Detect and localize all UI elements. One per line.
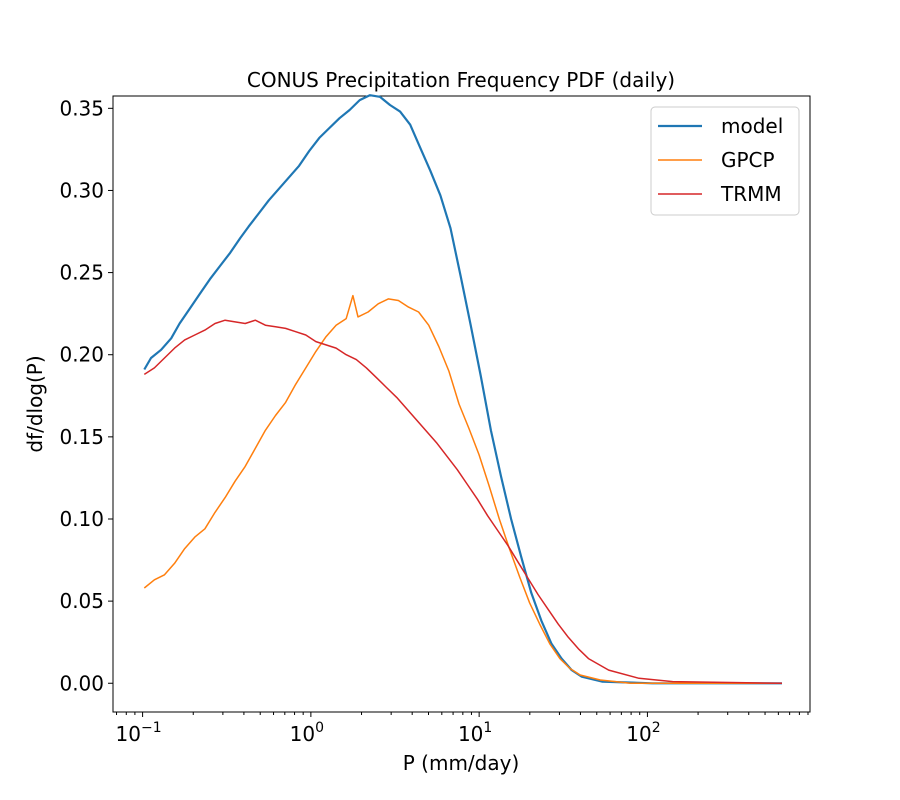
y-tick-label: 0.15 — [59, 425, 104, 449]
series-lines — [143, 94, 783, 685]
x-tick-label: 100 — [290, 720, 324, 746]
y-tick-label: 0.20 — [59, 343, 104, 367]
x-axis-label: P (mm/day) — [403, 751, 520, 775]
series-line-trmm — [143, 319, 783, 685]
x-tick-label: 102 — [626, 720, 660, 746]
legend-box — [650, 106, 800, 216]
y-tick-label: 0.30 — [59, 178, 104, 202]
x-tick-label: 101 — [458, 720, 492, 746]
y-tick-label: 0.00 — [59, 671, 104, 695]
legend-label-model: model — [721, 114, 783, 138]
series-line-gpcp — [143, 294, 782, 685]
legend-label-trmm: TRMM — [720, 182, 782, 206]
x-tick-label: 10−1 — [116, 720, 162, 746]
series-line-model — [143, 94, 782, 685]
x-axis-ticks: 10−1 100 101 102 — [116, 712, 809, 746]
y-tick-label: 0.05 — [59, 589, 104, 613]
y-tick-label: 0.25 — [59, 261, 104, 285]
y-tick-label: 0.35 — [59, 96, 104, 120]
y-axis-label: df/dlog(P) — [23, 355, 47, 452]
legend: model GPCP TRMM — [650, 106, 800, 216]
chart-title: CONUS Precipitation Frequency PDF (daily… — [247, 68, 675, 92]
legend-label-gpcp: GPCP — [721, 148, 775, 172]
y-axis-ticks: 0.00 0.05 0.10 0.15 0.20 0.25 0.30 0.35 — [59, 96, 113, 695]
y-tick-label: 0.10 — [59, 507, 104, 531]
